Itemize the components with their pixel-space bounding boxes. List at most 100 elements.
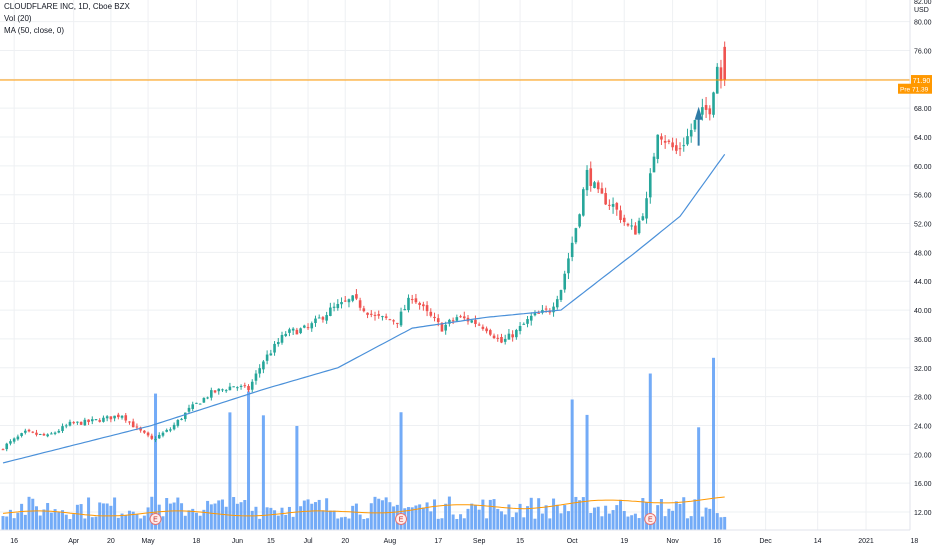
candle-body[interactable] [519, 326, 522, 331]
candle-body[interactable] [217, 389, 220, 391]
candle-body[interactable] [578, 214, 581, 226]
candle-body[interactable] [690, 130, 693, 136]
candle-body[interactable] [604, 193, 607, 204]
candle-body[interactable] [113, 416, 116, 419]
candle-body[interactable] [601, 188, 604, 193]
candle-body[interactable] [701, 107, 704, 115]
candle-body[interactable] [463, 316, 466, 318]
candle-body[interactable] [389, 319, 392, 320]
candle-body[interactable] [288, 329, 291, 333]
candle-body[interactable] [485, 328, 488, 331]
candle-body[interactable] [363, 308, 366, 311]
candle-body[interactable] [530, 316, 533, 321]
candle-body[interactable] [511, 334, 514, 337]
candle-body[interactable] [720, 67, 723, 80]
candle-body[interactable] [348, 299, 351, 302]
candle-body[interactable] [374, 315, 377, 316]
candle-body[interactable] [177, 420, 180, 426]
candle-body[interactable] [277, 342, 280, 344]
candle-body[interactable] [560, 290, 563, 300]
candle-body[interactable] [158, 435, 161, 438]
candle-body[interactable] [102, 418, 105, 422]
candle-body[interactable] [656, 135, 659, 159]
candle-body[interactable] [273, 344, 276, 353]
candle-body[interactable] [556, 299, 559, 307]
candle-body[interactable] [266, 355, 269, 361]
candle-body[interactable] [619, 210, 622, 220]
candle-body[interactable] [299, 328, 302, 333]
candle-body[interactable] [649, 173, 652, 197]
candle-body[interactable] [255, 374, 258, 381]
candle-body[interactable] [668, 141, 671, 142]
candle-body[interactable] [5, 444, 8, 449]
candle-body[interactable] [17, 437, 20, 440]
candle-body[interactable] [43, 434, 46, 435]
candle-body[interactable] [642, 216, 645, 220]
candle-body[interactable] [452, 320, 455, 321]
candle-body[interactable] [28, 430, 31, 431]
candle-body[interactable] [418, 303, 421, 305]
candle-body[interactable] [474, 320, 477, 324]
candle-body[interactable] [191, 404, 194, 409]
candle-body[interactable] [489, 330, 492, 335]
candle-body[interactable] [709, 108, 712, 114]
candle-body[interactable] [433, 317, 436, 318]
candle-body[interactable] [392, 320, 395, 321]
candle-body[interactable] [563, 274, 566, 290]
candle-body[interactable] [478, 324, 481, 325]
candle-body[interactable] [496, 338, 499, 339]
candle-body[interactable] [91, 419, 94, 421]
candle-body[interactable] [411, 299, 414, 300]
candle-body[interactable] [154, 439, 157, 440]
candle-body[interactable] [270, 353, 273, 355]
candle-body[interactable] [351, 295, 354, 300]
candle-body[interactable] [314, 319, 317, 323]
candle-body[interactable] [46, 434, 49, 436]
candle-body[interactable] [344, 301, 347, 302]
candle-body[interactable] [147, 433, 150, 436]
candle-body[interactable] [627, 224, 630, 226]
candle-body[interactable] [307, 327, 310, 328]
earnings-marker[interactable]: E [396, 514, 407, 525]
candle-body[interactable] [173, 425, 176, 429]
candle-body[interactable] [214, 390, 217, 392]
candle-body[interactable] [694, 120, 697, 129]
candle-body[interactable] [653, 157, 656, 173]
candle-body[interactable] [284, 334, 287, 336]
candle-body[interactable] [13, 438, 16, 441]
candle-body[interactable] [251, 382, 254, 390]
candle-body[interactable] [589, 168, 592, 186]
earnings-marker[interactable]: E [150, 514, 161, 525]
candle-body[interactable] [470, 320, 473, 322]
candle-body[interactable] [132, 421, 135, 427]
candle-body[interactable] [593, 182, 596, 188]
candle-body[interactable] [80, 422, 83, 425]
candle-body[interactable] [645, 198, 648, 218]
candle-body[interactable] [523, 324, 526, 325]
candle-body[interactable] [381, 316, 384, 317]
candle-body[interactable] [437, 318, 440, 322]
candle-body[interactable] [682, 145, 685, 146]
candle-body[interactable] [24, 431, 27, 433]
candle-body[interactable] [400, 312, 403, 326]
candle-body[interactable] [95, 419, 98, 420]
candle-body[interactable] [247, 386, 250, 390]
candle-body[interactable] [571, 243, 574, 257]
candle-body[interactable] [121, 416, 124, 418]
candle-body[interactable] [39, 434, 42, 435]
candle-body[interactable] [143, 431, 146, 433]
candle-body[interactable] [545, 309, 548, 310]
candle-body[interactable] [210, 390, 213, 397]
candle-body[interactable] [359, 300, 362, 307]
candle-body[interactable] [329, 308, 332, 316]
candle-body[interactable] [240, 386, 243, 387]
candle-body[interactable] [430, 312, 433, 316]
candle-body[interactable] [54, 433, 57, 434]
earnings-marker[interactable]: E [645, 514, 656, 525]
candle-body[interactable] [567, 258, 570, 273]
candle-body[interactable] [325, 315, 328, 321]
candle-body[interactable] [333, 307, 336, 308]
candle-body[interactable] [537, 313, 540, 314]
candle-body[interactable] [500, 337, 503, 343]
